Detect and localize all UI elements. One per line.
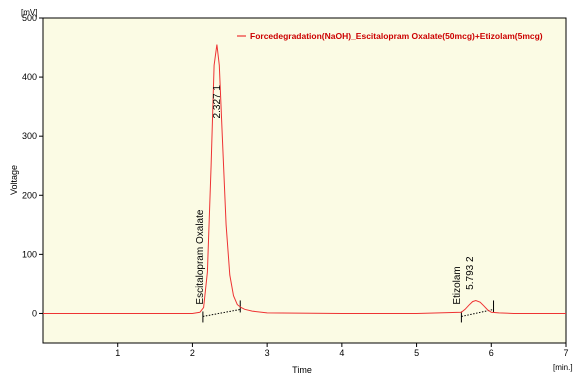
y-tick-label: 500	[22, 13, 37, 23]
peak-annotations: 2.327 1 Escitalopram Oxalate 5.793 2Etizol…	[195, 85, 476, 305]
peak-baseline	[202, 308, 241, 317]
x-tick-label: 1	[115, 348, 120, 358]
y-tick-label: 0	[32, 308, 37, 318]
plot-area	[42, 17, 567, 344]
x-axis-title: Time	[292, 365, 312, 375]
x-unit-label: [min.]	[553, 363, 573, 372]
peak-2-label: 5.793 2	[465, 256, 476, 290]
y-tick-label: 100	[22, 249, 37, 259]
x-tick-label: 6	[489, 348, 494, 358]
peak-1-name: Escitalopram Oxalate	[195, 209, 206, 304]
x-tick-label: 3	[265, 348, 270, 358]
series-line	[43, 44, 566, 314]
axis-ticks: 0 100 200 300 400 500 1 2 3 4 5 6 7	[22, 13, 569, 358]
x-tick-label: 4	[339, 348, 344, 358]
y-tick-label: 300	[22, 131, 37, 141]
series-group	[43, 44, 566, 314]
peak-2-name: Etizolam	[452, 266, 463, 304]
x-tick-label: 7	[563, 348, 568, 358]
x-tick-label: 2	[190, 348, 195, 358]
y-tick-label: 200	[22, 190, 37, 200]
y-unit-label: [mV]	[21, 8, 37, 17]
peak-1-label: 2.327 1	[212, 85, 223, 119]
x-tick-label: 5	[414, 348, 419, 358]
y-axis-title: Voltage	[9, 165, 19, 195]
legend-label: Forcedegradation(NaOH)_Escitalopram Oxal…	[250, 31, 543, 41]
y-tick-label: 400	[22, 72, 37, 82]
